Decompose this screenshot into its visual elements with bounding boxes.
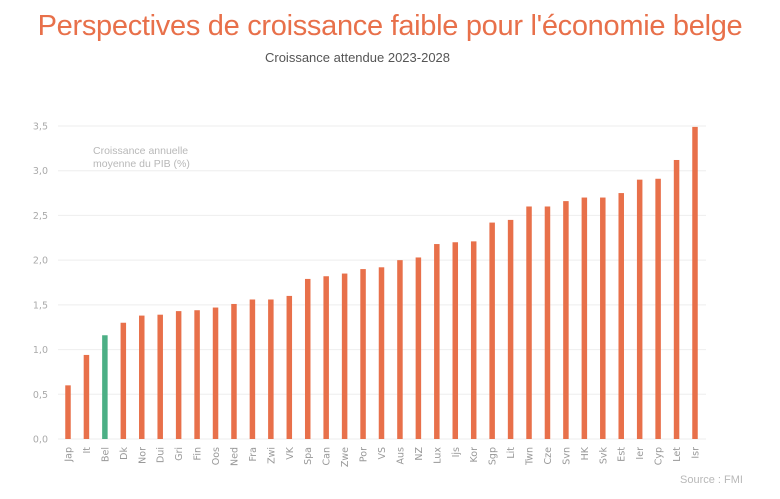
x-tick-label-dk: Dk [119,447,130,460]
bar-est [618,193,624,439]
x-tick-label-sgp: Sgp [488,447,499,465]
bar-vk [286,295,293,439]
x-tick-label-isr: Isr [691,447,702,459]
x-tick-label-nor: Nor [137,447,148,464]
bar-svk [600,197,606,439]
bar-isr [692,126,698,439]
bar-twn [526,206,532,439]
x-tick-label-can: Can [322,447,333,465]
x-tick-label-kor: Kor [469,447,480,463]
y-axis-label-line-1: Croissance annuelle [93,145,189,157]
y-axis-label: Croissance annuelle moyenne du PIB (%) [93,145,233,171]
bar-lux [434,244,440,439]
x-tick-label-vk: VK [285,446,296,459]
bar-vs [378,267,385,439]
x-tick-label-hk: HK [580,446,591,460]
bar-ned [231,303,237,439]
bar-zwi [268,299,274,439]
y-tick-label: 3,0 [33,166,48,177]
x-tick-label-est: Est [617,447,628,462]
x-axis-labels: Jap It Bel Dk Nor Dui Gri Fin Oos Ned Fra Zwi VK Spa C… [64,446,702,467]
y-tick-label: 0,0 [33,435,48,446]
bar-hk [581,197,588,439]
bar-fra [249,299,256,439]
x-tick-label-ier: Ier [635,447,646,460]
x-tick-label-it: It [82,447,93,454]
bar-can [323,276,329,439]
x-tick-label-aus: Aus [395,447,406,465]
bar-aus [397,260,403,439]
x-tick-label-lit: Lit [506,447,517,459]
bar-gri [175,311,182,439]
chart-title: Perspectives de croissance faible pour l… [37,10,743,42]
bar-svn [563,201,569,439]
x-tick-label-twn: Twn [525,447,536,466]
bar-jap [65,385,71,439]
x-tick-label-svk: Svk [598,447,609,465]
y-tick-label: 3,5 [33,122,48,133]
y-axis-label-line-2: moyenne du PIB (%) [93,158,190,170]
x-tick-label-fra: Fra [248,447,259,462]
bar-it [83,354,90,439]
x-tick-label-oos: Oos [211,447,222,465]
bar-sgp [489,222,495,439]
y-tick-label: 2,0 [33,256,48,267]
bar-kor [470,241,477,439]
x-tick-label-bel: Bel [100,447,111,462]
bar-spa [304,278,311,439]
x-tick-label-ijs: Ijs [451,447,462,457]
x-tick-label-dui: Dui [156,447,167,463]
x-tick-label-zwe: Zwe [340,447,351,467]
x-tick-label-zwi: Zwi [266,447,277,464]
bar-nz [415,257,422,439]
bar-cyp [655,178,661,439]
bar-let [673,159,680,440]
x-tick-label-nz: NZ [414,447,425,461]
bars [65,126,698,440]
bar-zwe [341,273,348,439]
x-tick-label-por: Por [359,447,370,462]
y-tick-label: 0,5 [33,390,48,401]
chart-subtitle: Croissance attendue 2023-2028 [264,50,451,65]
x-tick-label-jap: Jap [64,447,75,463]
bar-oos [212,307,219,439]
bar-ier [636,179,643,439]
x-tick-label-fin: Fin [193,447,204,460]
source-note: Source : FMI [680,474,743,486]
x-tick-label-cyp: Cyp [654,447,665,465]
bar-dui [157,314,163,439]
x-tick-label-svn: Svn [561,447,572,465]
y-tick-label: 2,5 [33,211,48,222]
bar-por [360,269,366,439]
x-tick-label-cze: Cze [543,447,554,465]
bar-cze [544,206,551,439]
bar-dk [120,322,127,439]
x-tick-label-lux: Lux [432,447,443,464]
x-tick-label-spa: Spa [303,447,314,465]
x-tick-label-vs: VS [377,447,388,460]
bar-bel [102,335,108,439]
y-tick-label: 1,5 [33,300,48,311]
x-tick-label-gri: Gri [174,447,185,461]
bar-nor [139,315,145,439]
x-tick-label-let: Let [672,447,683,462]
y-axis-ticks: 0,0 0,5 1,0 1,5 2,0 2,5 3,0 3,5 [33,122,48,446]
x-tick-label-ned: Ned [229,447,240,466]
y-tick-label: 1,0 [33,345,48,356]
bar-ijs [452,242,459,439]
bar-fin [194,310,200,439]
bar-lit [507,219,514,439]
